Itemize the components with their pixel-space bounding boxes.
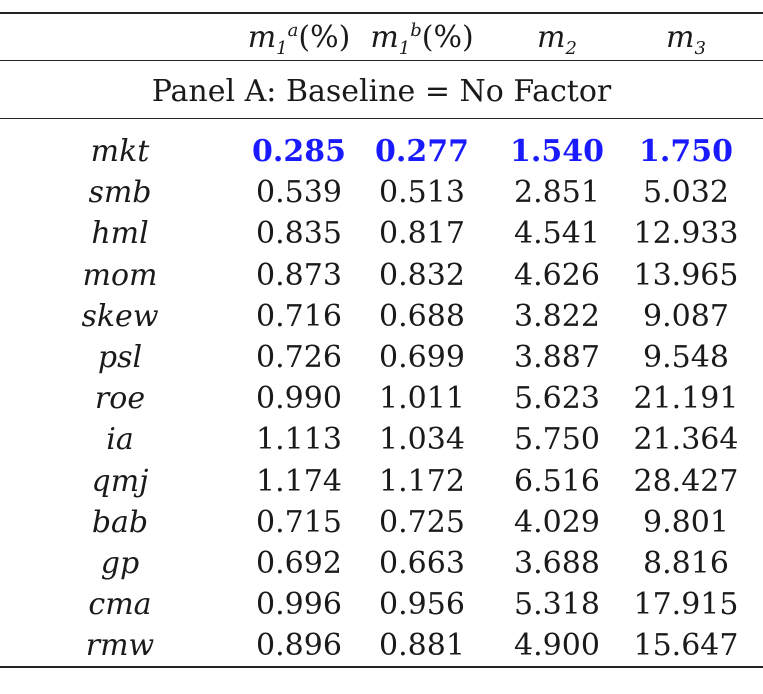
header-m1b: m1b(%) <box>370 20 474 59</box>
header-rule <box>0 60 763 61</box>
row-label: skew <box>81 298 159 334</box>
cell-m1a: 0.726 <box>256 340 342 375</box>
cell-m2: 4.900 <box>514 628 600 664</box>
cell-m1b: 0.688 <box>379 298 465 334</box>
cell-m1a: 0.835 <box>256 216 342 252</box>
cell-m2: 6.516 <box>514 463 600 499</box>
table-row: mkt 0.285 0.277 1.540 1.750 <box>0 132 763 172</box>
cell-m1b: 1.011 <box>379 381 465 417</box>
cell-m2: 3.688 <box>514 546 600 581</box>
top-rule <box>0 12 763 14</box>
cell-m3: 9.087 <box>643 298 729 334</box>
cell-m1b: 1.172 <box>379 463 465 499</box>
table-row: roe 0.990 1.011 5.623 21.191 <box>0 379 763 419</box>
table-row: cma 0.996 0.956 5.318 17.915 <box>0 585 763 625</box>
cell-m1b: 0.725 <box>379 504 465 540</box>
row-label: mom <box>82 257 158 293</box>
row-label: cma <box>88 587 152 623</box>
cell-m1a: 0.873 <box>256 257 342 293</box>
cell-m1b: 0.699 <box>379 340 465 375</box>
cell-m3: 5.032 <box>643 175 729 211</box>
row-label: rmw <box>85 628 155 664</box>
cell-m1a: 0.896 <box>256 628 342 664</box>
panel-rule <box>0 118 763 119</box>
cell-m3: 1.750 <box>639 134 733 169</box>
cell-m1b: 0.513 <box>379 175 465 211</box>
cell-m1a: 1.174 <box>256 463 342 499</box>
row-label: mkt <box>90 134 150 169</box>
cell-m1a: 1.113 <box>256 422 342 458</box>
cell-m1a: 0.539 <box>256 175 342 211</box>
row-label: gp <box>100 546 140 581</box>
cell-m3: 21.191 <box>633 381 739 417</box>
row-label: hml <box>91 216 149 252</box>
table-row: skew 0.716 0.688 3.822 9.087 <box>0 297 763 337</box>
cell-m1a: 0.285 <box>252 134 346 169</box>
cell-m3: 15.647 <box>633 628 739 664</box>
cell-m3: 9.801 <box>643 504 729 540</box>
cell-m3: 21.364 <box>633 422 739 458</box>
table-row: psl 0.726 0.699 3.887 9.548 <box>0 338 763 378</box>
row-label: psl <box>97 340 143 375</box>
header-m2: m2 <box>537 20 577 59</box>
cell-m1b: 0.817 <box>379 216 465 252</box>
table-row: bab 0.715 0.725 4.029 9.801 <box>0 503 763 543</box>
cell-m3: 28.427 <box>633 463 739 499</box>
cell-m2: 4.541 <box>514 216 600 252</box>
table-row: rmw 0.896 0.881 4.900 15.647 <box>0 626 763 666</box>
cell-m3: 9.548 <box>643 340 729 375</box>
cell-m2: 5.318 <box>514 587 600 623</box>
table-row: hml 0.835 0.817 4.541 12.933 <box>0 214 763 254</box>
table-row: smb 0.539 0.513 2.851 5.032 <box>0 173 763 213</box>
cell-m1b: 1.034 <box>379 422 465 458</box>
cell-m1b: 0.277 <box>375 134 469 169</box>
header-row: m1a(%) m1b(%) m2 m3 <box>0 18 763 58</box>
cell-m1a: 0.996 <box>256 587 342 623</box>
cell-m1a: 0.715 <box>256 504 342 540</box>
cell-m3: 12.933 <box>633 216 739 252</box>
cell-m1a: 0.692 <box>256 546 342 581</box>
cell-m2: 4.029 <box>514 504 600 540</box>
cell-m2: 1.540 <box>510 134 604 169</box>
cell-m2: 2.851 <box>514 175 600 211</box>
cell-m1b: 0.956 <box>379 587 465 623</box>
table-row: qmj 1.174 1.172 6.516 28.427 <box>0 462 763 502</box>
panel-title: Panel A: Baseline = No Factor <box>151 74 612 109</box>
cell-m1b: 0.832 <box>379 257 465 293</box>
cell-m2: 5.750 <box>514 422 600 458</box>
cell-m1b: 0.881 <box>379 628 465 664</box>
header-m3: m3 <box>666 20 706 59</box>
cell-m3: 8.816 <box>643 546 729 581</box>
table-row: ia 1.113 1.034 5.750 21.364 <box>0 420 763 460</box>
row-label: bab <box>91 504 149 540</box>
cell-m3: 13.965 <box>633 257 739 293</box>
cell-m2: 3.822 <box>514 298 600 334</box>
cell-m1b: 0.663 <box>379 546 465 581</box>
bottom-rule <box>0 666 763 668</box>
row-label: smb <box>88 175 152 211</box>
row-label: qmj <box>91 463 149 499</box>
row-label: roe <box>94 381 146 417</box>
cell-m2: 3.887 <box>514 340 600 375</box>
cell-m2: 5.623 <box>514 381 600 417</box>
header-m1a: m1a(%) <box>247 20 351 59</box>
cell-m1a: 0.990 <box>256 381 342 417</box>
cell-m3: 17.915 <box>633 587 739 623</box>
table-row: mom 0.873 0.832 4.626 13.965 <box>0 256 763 296</box>
cell-m1a: 0.716 <box>256 298 342 334</box>
row-label: ia <box>106 422 134 458</box>
cell-m2: 4.626 <box>514 257 600 293</box>
table-row: gp 0.692 0.663 3.688 8.816 <box>0 544 763 584</box>
